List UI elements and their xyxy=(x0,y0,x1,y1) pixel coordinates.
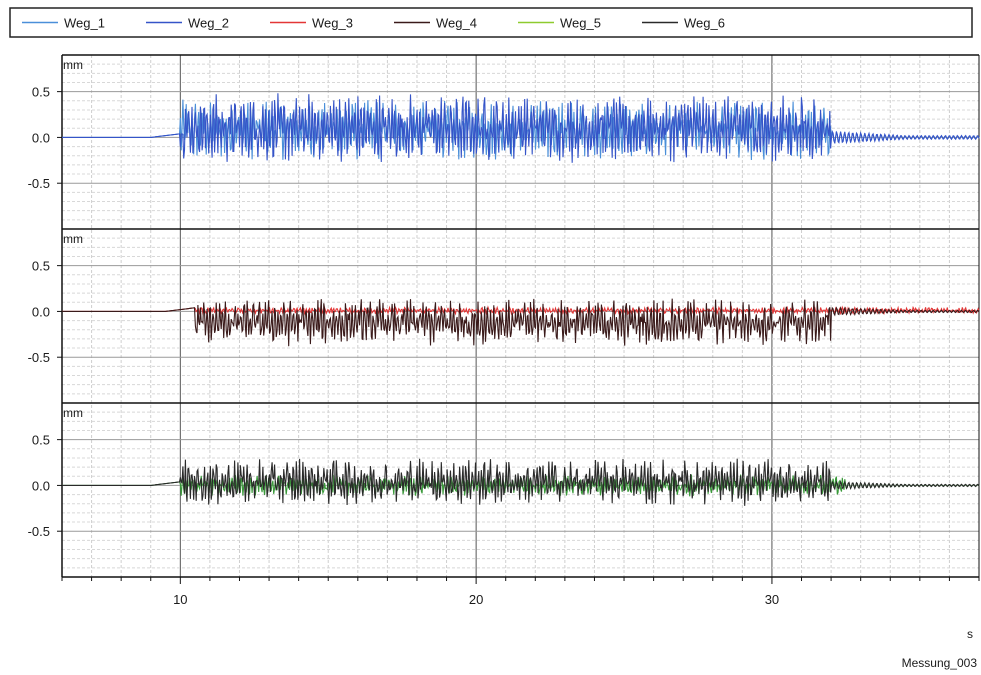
y-unit-label: mm xyxy=(63,58,83,72)
x-tick-label: 30 xyxy=(765,592,779,607)
series-line-weg_6 xyxy=(62,458,980,506)
y-tick-label: -0.5 xyxy=(28,350,50,365)
legend-label-weg_6: Weg_6 xyxy=(684,16,725,31)
y-tick-label: 0.5 xyxy=(32,259,50,274)
legend-label-weg_2: Weg_2 xyxy=(188,16,229,31)
y-tick-label: 0.0 xyxy=(32,304,50,319)
y-tick-label: -0.5 xyxy=(28,524,50,539)
y-tick-label: 0.0 xyxy=(32,478,50,493)
y-tick-label: 0.0 xyxy=(32,130,50,145)
legend-label-weg_1: Weg_1 xyxy=(64,16,105,31)
series-line-weg_1 xyxy=(62,99,980,161)
series-line-weg_4 xyxy=(62,298,980,347)
x-unit-label: s xyxy=(967,627,973,641)
x-tick-label: 10 xyxy=(173,592,187,607)
legend-label-weg_4: Weg_4 xyxy=(436,16,477,31)
y-tick-label: 0.5 xyxy=(32,433,50,448)
x-tick-label: 20 xyxy=(469,592,483,607)
y-unit-label: mm xyxy=(63,232,83,246)
y-tick-label: 0.5 xyxy=(32,85,50,100)
legend-label-weg_3: Weg_3 xyxy=(312,16,353,31)
measurement-label: Messung_003 xyxy=(902,656,978,670)
y-tick-label: -0.5 xyxy=(28,176,50,191)
series-line-weg_2 xyxy=(62,93,980,163)
y-unit-label: mm xyxy=(63,406,83,420)
legend-label-weg_5: Weg_5 xyxy=(560,16,601,31)
